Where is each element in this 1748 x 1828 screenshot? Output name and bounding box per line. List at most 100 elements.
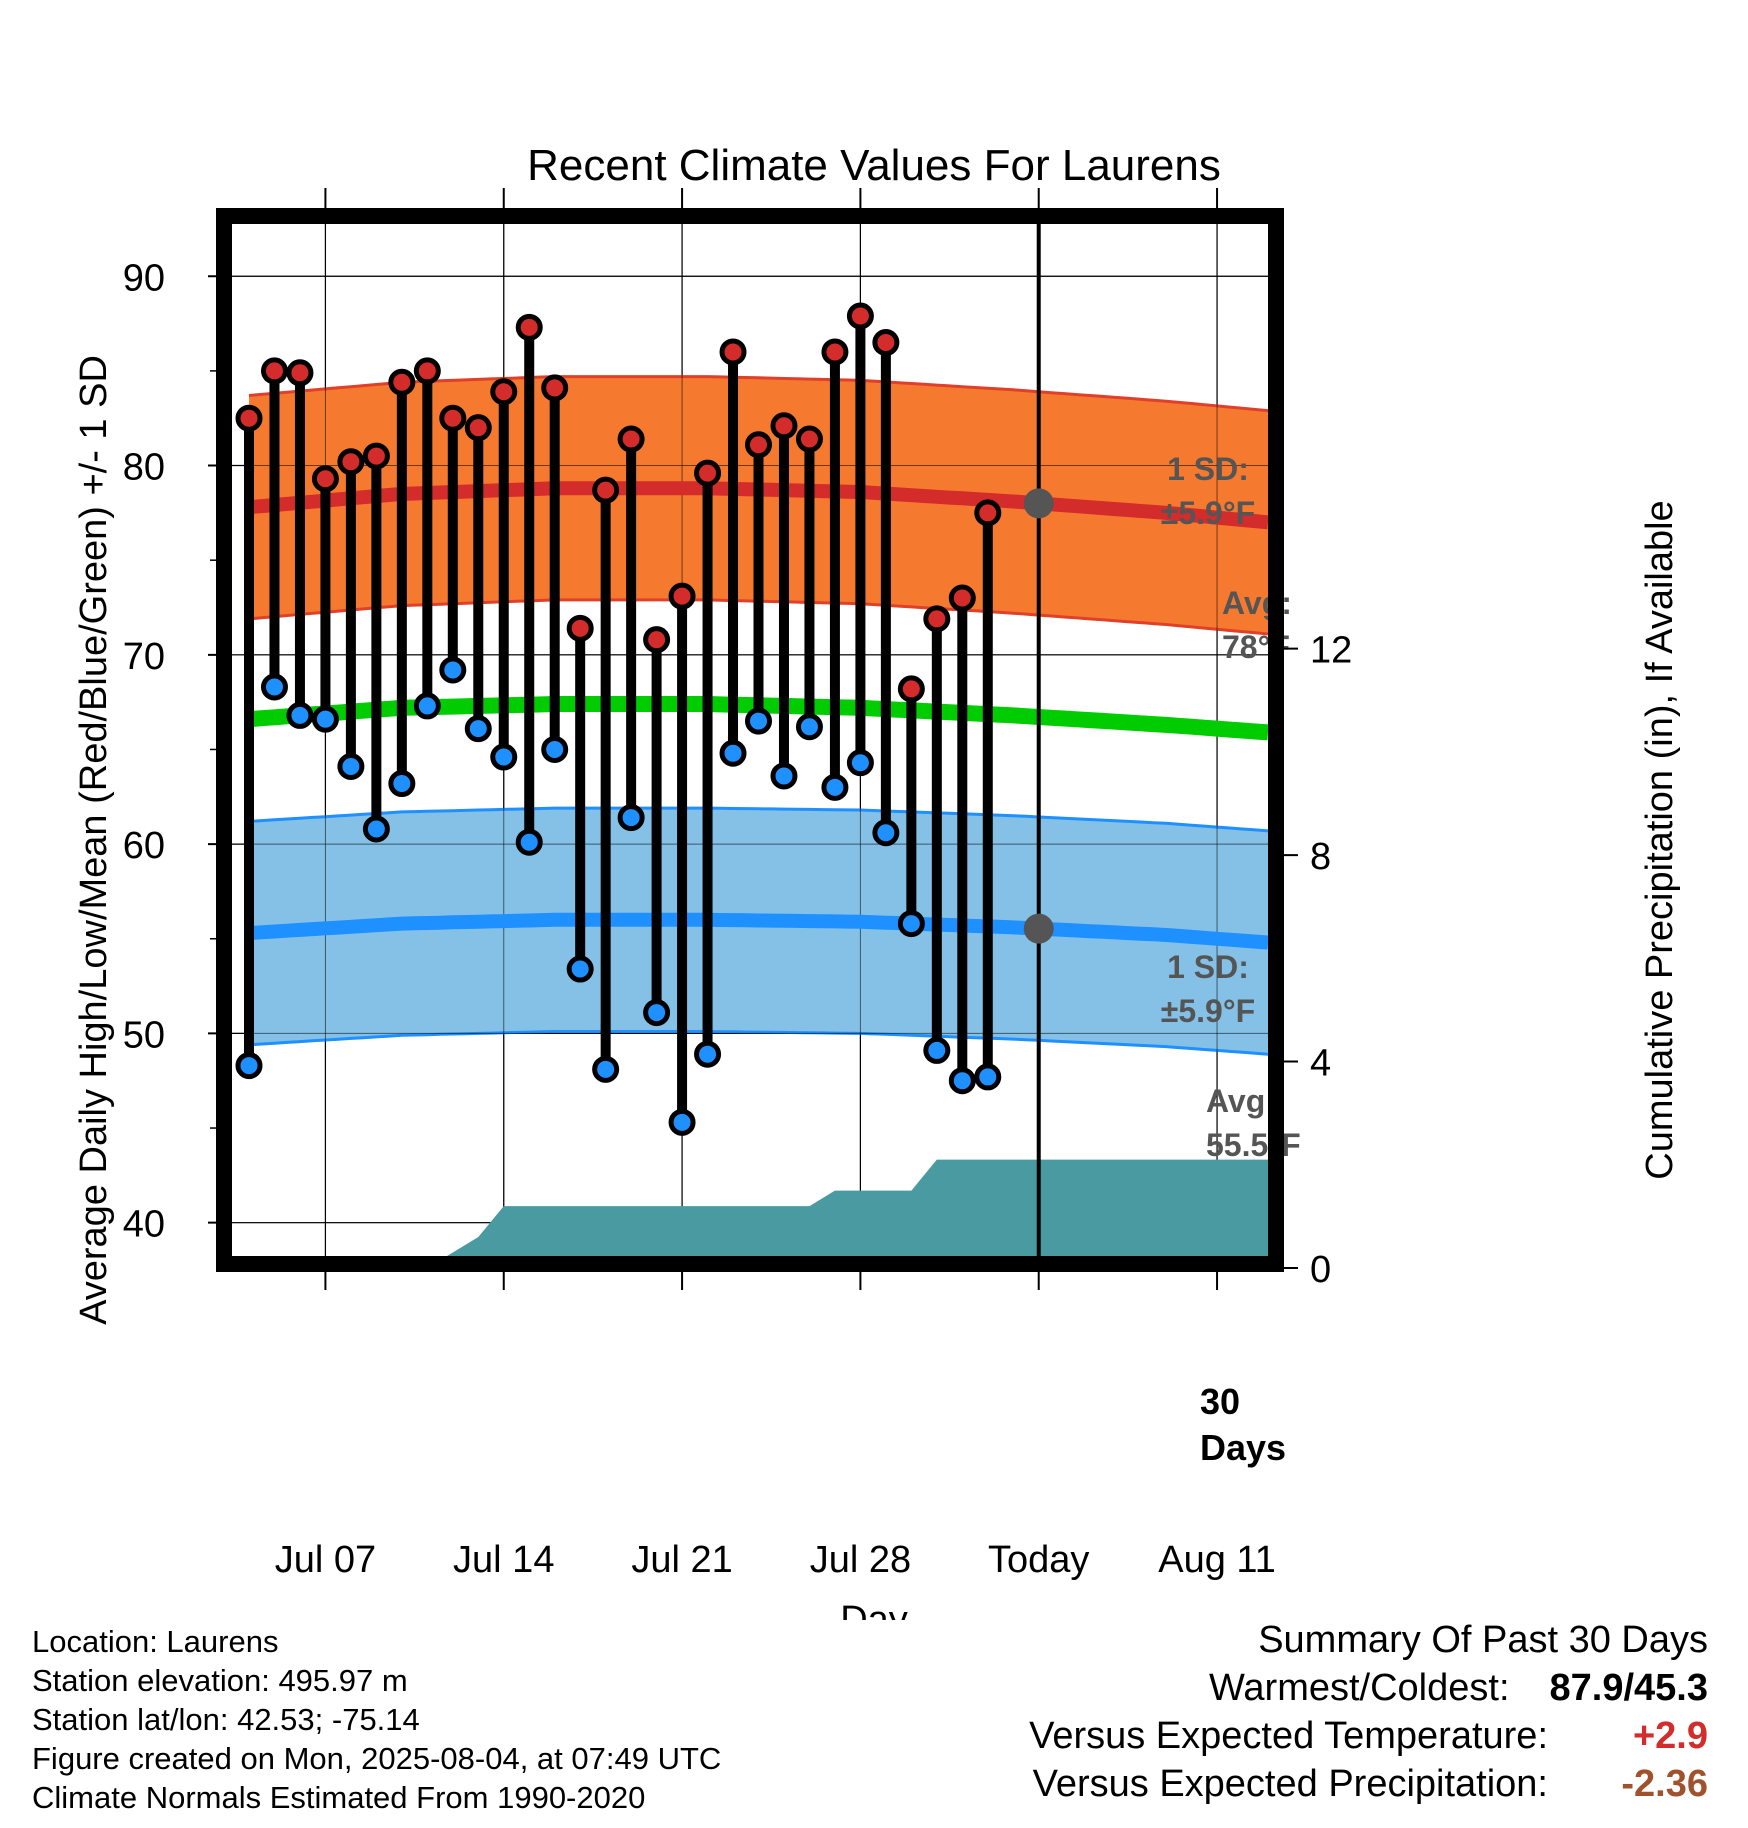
daily-high-point [668,582,696,610]
daily-high-point [923,605,951,633]
daily-high-point [846,302,874,330]
daily-low-point [464,715,492,743]
daily-low-point [668,1108,696,1136]
daily-high-point [388,368,416,396]
low-sd-label: 1 SD: [1167,949,1249,985]
daily-low-point [260,673,288,701]
days-label-text: Days [1200,1427,1286,1468]
x-tick-label: Jul 21 [631,1539,732,1581]
y-right-tick-label: 8 [1310,836,1331,878]
x-tick-label: Aug 11 [1158,1539,1276,1581]
normals-text: Climate Normals Estimated From 1990-2020 [32,1780,646,1815]
warmest-value: 87.9/45.3 [1549,1667,1708,1709]
daily-low-point [719,739,747,767]
daily-high-point [515,313,543,341]
daily-low-point [694,1040,722,1068]
daily-low-point [846,749,874,777]
daily-low-point [872,819,900,847]
warmest-label: Warmest/Coldest: [1208,1667,1510,1709]
daily-low-point [286,701,314,729]
y-left-tick-label: 90 [123,257,165,299]
precipitation-area [249,1159,1268,1268]
summary-title: Summary Of Past 30 Days [1258,1619,1708,1661]
daily-high-point [643,626,671,654]
low-avg-value: 55.5°F [1206,1127,1301,1163]
daily-high-point [897,675,925,703]
low-sd-value: ±5.9°F [1161,993,1255,1029]
created-text: Figure created on Mon, 2025-08-04, at 07… [32,1741,722,1776]
y-left-tick-label: 60 [123,825,165,867]
high-sd-value: ±5.9°F [1161,495,1255,531]
y-axis-right-label: Cumulative Precipitation (in), If Availa… [1639,500,1681,1179]
daily-high-point [795,425,823,453]
daily-low-point [795,713,823,741]
climate-chart: Recent Climate Values For Laurens 1 SD: ±… [73,141,1681,1620]
latlon-text: Station lat/lon: 42.53; -75.14 [32,1702,420,1737]
y-right-tick-label: 4 [1310,1043,1331,1085]
daily-high-point [821,338,849,366]
daily-low-point [388,770,416,798]
daily-high-point [694,459,722,487]
daily-low-point [617,804,645,832]
temp-label: Versus Expected Temperature: [1029,1715,1548,1757]
precip-label: Versus Expected Precipitation: [1032,1763,1548,1805]
daily-low-point [821,773,849,801]
daily-low-point [770,762,798,790]
daily-low-point [235,1052,263,1080]
x-tick-label: Jul 07 [275,1539,376,1581]
y-left-tick-label: 80 [123,447,165,489]
y-left-tick-label: 70 [123,636,165,678]
low-band-lower-edge [248,1030,1269,1056]
daily-high-point [872,329,900,356]
daily-high-point [362,442,390,470]
y-left-tick-label: 40 [123,1204,165,1246]
high-sd-label: 1 SD: [1167,451,1249,487]
daily-high-point [617,425,645,453]
normal-low-line [248,912,1269,950]
daily-low-point [592,1055,620,1083]
today-low-normal-marker [1023,913,1054,944]
daily-low-point [566,955,594,983]
x-axis-label: Day [840,1599,908,1620]
daily-low-point [745,707,772,735]
low-band-upper-edge [248,806,1269,833]
precip-value: -2.36 [1621,1763,1708,1805]
summary-panel: Summary Of Past 30 Days Warmest/Coldest:… [1029,1616,1708,1808]
daily-low-point [643,999,671,1027]
elevation-text: Station elevation: 495.97 m [32,1663,408,1698]
summary-warmest-row: Warmest/Coldest: 87.9/45.3 [1029,1664,1708,1712]
daily-low-point [923,1036,951,1064]
today-high-normal-marker [1023,488,1054,519]
plot-frame [216,208,1284,1272]
daily-high-point [719,338,747,366]
daily-high-point [974,499,1002,527]
daily-low-point [515,828,543,856]
daily-high-point [948,584,976,612]
daily-low-point [337,753,365,780]
daily-high-point [260,357,288,385]
daily-high-point [745,431,772,459]
daily-low-point [541,735,569,763]
daily-high-point [770,412,798,440]
daily-low-point [897,910,925,938]
daily-high-point [286,359,314,387]
daily-high-point [311,465,339,493]
daily-high-point [235,404,263,432]
daily-high-point [413,357,441,385]
y-axis-left-label: Average Daily High/Low/Mean (Red/Blue/Gr… [73,355,115,1325]
daily-low-point [974,1063,1002,1091]
daily-low-point [490,743,518,771]
daily-high-point [541,374,569,402]
chart-title: Recent Climate Values For Laurens [527,141,1221,190]
daily-low-point [413,692,441,720]
daily-high-point [439,404,467,432]
y-right-tick-label: 12 [1310,630,1352,672]
daily-low-point [948,1067,976,1095]
y-right-tick-label: 0 [1310,1249,1331,1291]
daily-high-point [592,476,620,504]
temp-value: +2.9 [1632,1715,1708,1757]
low-avg-label: Avg: [1206,1083,1276,1119]
daily-high-point [566,614,594,642]
high-band-upper-edge [248,375,1269,413]
